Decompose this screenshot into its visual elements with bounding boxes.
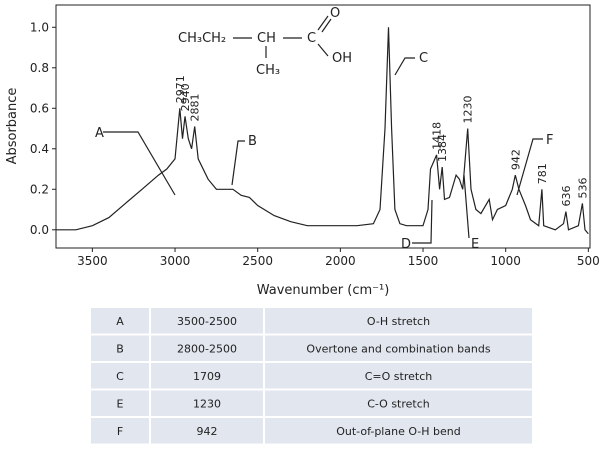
- table-cell-text: C: [116, 370, 124, 383]
- bond: [317, 43, 329, 57]
- structure: CH₃CH₂ CH C O OH CH₃: [178, 6, 352, 78]
- structure-text: OH: [332, 51, 352, 66]
- y-tick-label: 0.0: [30, 223, 49, 237]
- table-cell-text: C=O stretch: [365, 370, 433, 383]
- table-cell-text: 942: [197, 425, 218, 438]
- table-cell-text: 2800-2500: [177, 342, 237, 355]
- x-tick-label: 1500: [408, 254, 439, 268]
- plot-frame: [55, 4, 591, 249]
- x-tick-label: 3000: [160, 254, 191, 268]
- table-cell: [149, 306, 265, 336]
- peak-label: 942: [509, 149, 522, 170]
- table-cell-text: C-O stretch: [367, 397, 430, 410]
- x-tick-label: 2500: [242, 254, 273, 268]
- table-cell-text: A: [116, 315, 124, 328]
- annotation-label: F: [546, 133, 553, 148]
- annotation-label: A: [95, 126, 104, 141]
- table-cell: [149, 388, 265, 418]
- structure-text: CH: [257, 31, 276, 46]
- x-tick-label: 3500: [77, 254, 108, 268]
- peak-label: 2971: [174, 75, 187, 103]
- annotation-label: C: [419, 51, 428, 66]
- spectrum-line: [56, 27, 589, 235]
- table-cell-text: 1709: [193, 370, 221, 383]
- x-tick-label: 2000: [325, 254, 356, 268]
- leader-line: [463, 174, 470, 239]
- table-cell: [263, 388, 534, 418]
- table: A 3500-2500 O-H stretch B 2800-2500 Overtone …: [89, 306, 534, 446]
- peak-label: 1418: [431, 122, 444, 150]
- annotation-label: B: [248, 134, 257, 149]
- annotation-label: D: [401, 237, 411, 252]
- table-cell-text: 3500-2500: [177, 315, 237, 328]
- y-tick-label: 1.0: [30, 20, 49, 34]
- structure-text: O: [330, 6, 340, 21]
- structure-text: CH₃CH₂: [178, 31, 226, 46]
- structure-text: CH₃: [256, 63, 280, 78]
- x-axis-label: Wavenumber (cm⁻¹): [257, 283, 390, 298]
- annotation-label: E: [471, 237, 479, 252]
- table-cell: [89, 416, 151, 446]
- leader-line: [103, 131, 176, 196]
- leader-line: [516, 138, 543, 196]
- table-cell: [149, 416, 265, 446]
- table-cell: [263, 306, 534, 336]
- table-cell-text: B: [116, 342, 124, 355]
- y-tick-label: 0.4: [30, 142, 49, 156]
- table-cell-text: Out-of-plane O-H bend: [336, 425, 461, 438]
- y-axis-label: Absorbance: [5, 88, 20, 165]
- table-cell-text: F: [117, 425, 123, 438]
- table-cell: [89, 333, 151, 363]
- x-tick-label: 500: [577, 254, 600, 268]
- peak-label: 1384: [436, 134, 449, 162]
- peak-label: 1230: [462, 96, 475, 124]
- peak-label: 636: [560, 186, 573, 207]
- structure-text: C: [307, 31, 316, 46]
- table-cell: [263, 416, 534, 446]
- peak-label: 536: [576, 177, 589, 198]
- y-tick-label: 0.6: [30, 101, 49, 115]
- bond: [317, 15, 329, 31]
- table-cell: [263, 361, 534, 391]
- table-cell: [89, 361, 151, 391]
- peak-label: 2881: [189, 94, 202, 122]
- y-tick-label: 0.2: [30, 182, 49, 196]
- leader-line: [412, 199, 433, 244]
- table-cell-text: O-H stretch: [367, 315, 430, 328]
- leaders: [103, 57, 543, 244]
- table-cell-text: Overtone and combination bands: [306, 342, 490, 355]
- table-cell: [263, 333, 534, 363]
- peak-label: 781: [536, 163, 549, 184]
- leader-line: [394, 57, 415, 76]
- table-cell: [89, 306, 151, 336]
- bond: [321, 18, 332, 33]
- table-cell-text: E: [117, 397, 124, 410]
- y-tick-label: 0.8: [30, 61, 49, 75]
- peak-label: 2940: [179, 83, 192, 111]
- table-cell-text: 1230: [193, 397, 221, 410]
- leader-line: [231, 140, 245, 186]
- x-tick-label: 1000: [490, 254, 521, 268]
